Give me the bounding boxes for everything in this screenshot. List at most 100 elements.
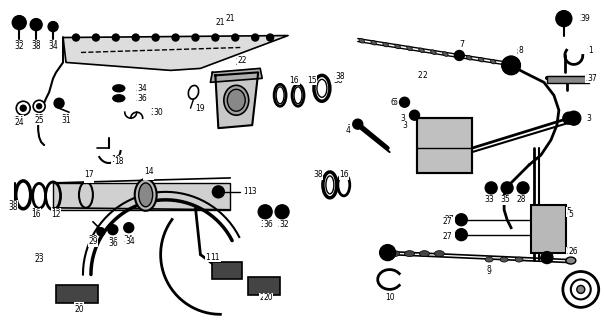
Circle shape [54,98,64,108]
Circle shape [212,34,219,41]
Text: 36: 36 [263,220,273,229]
Ellipse shape [420,251,429,257]
Circle shape [410,110,420,120]
Text: 19: 19 [196,104,205,113]
Text: 38: 38 [31,40,41,49]
Circle shape [132,34,139,41]
Text: 16: 16 [31,210,41,219]
Circle shape [48,22,58,32]
Bar [56,285,98,303]
Circle shape [124,223,133,233]
Circle shape [501,182,513,194]
Text: 9: 9 [487,267,492,276]
Text: 28: 28 [516,195,526,204]
Text: 16: 16 [339,171,349,180]
Text: 3: 3 [400,114,405,123]
Circle shape [152,34,159,41]
Text: 24: 24 [14,118,24,127]
Text: 33: 33 [484,195,494,204]
Text: 27: 27 [445,233,454,242]
Text: 35: 35 [500,195,510,204]
Bar [547,76,589,83]
Text: 32: 32 [277,220,287,229]
Circle shape [92,34,100,41]
Polygon shape [63,36,288,70]
Ellipse shape [406,46,413,51]
Circle shape [37,104,42,109]
Text: 3: 3 [586,114,591,123]
Circle shape [30,19,42,31]
Text: 10: 10 [385,293,394,302]
Text: 35: 35 [500,195,510,204]
Circle shape [455,214,467,226]
Text: 36: 36 [138,94,147,103]
Text: 30: 30 [154,108,164,117]
Text: 23: 23 [34,253,44,262]
Ellipse shape [227,89,245,111]
Circle shape [353,119,363,129]
Circle shape [213,186,224,198]
Text: 32: 32 [14,40,24,49]
Text: 26: 26 [568,247,577,256]
Text: 27: 27 [443,232,452,241]
Circle shape [112,34,120,41]
Text: 38: 38 [8,203,18,212]
Text: 39: 39 [581,14,591,23]
Text: 31: 31 [61,114,71,123]
Text: 34: 34 [136,84,146,93]
Text: 1: 1 [588,46,593,55]
Ellipse shape [515,257,523,262]
Text: 9: 9 [487,265,492,274]
Text: 5: 5 [568,210,573,219]
Circle shape [400,97,410,107]
Text: 20: 20 [74,303,84,312]
Ellipse shape [419,48,424,52]
Ellipse shape [431,50,436,54]
Circle shape [72,34,80,41]
Text: 3: 3 [402,121,407,130]
Ellipse shape [500,257,508,262]
Ellipse shape [359,38,364,43]
Circle shape [380,244,396,260]
Text: 8: 8 [519,46,524,55]
Circle shape [504,59,514,68]
Polygon shape [216,72,258,128]
Text: 18: 18 [114,157,124,166]
Circle shape [541,252,553,264]
Bar [417,118,472,173]
Circle shape [12,16,26,29]
Circle shape [502,56,520,74]
Text: 34: 34 [48,40,58,49]
Circle shape [33,100,45,112]
Circle shape [556,11,572,27]
Text: 34: 34 [48,42,58,51]
Bar [53,183,230,210]
Text: 5: 5 [567,207,571,216]
Text: 36: 36 [108,237,118,246]
Text: 34: 34 [124,235,133,244]
Text: 13: 13 [243,188,253,196]
Text: 39: 39 [580,14,590,23]
Text: 15: 15 [305,76,315,85]
Text: 38: 38 [333,76,342,85]
Circle shape [577,285,585,293]
Circle shape [502,56,520,74]
Text: 29: 29 [88,235,98,244]
Circle shape [108,225,118,235]
Ellipse shape [443,52,448,56]
Text: 7: 7 [459,40,464,49]
Ellipse shape [224,85,249,115]
Text: 6: 6 [390,98,395,107]
Circle shape [258,205,272,219]
Ellipse shape [113,85,125,92]
Ellipse shape [455,54,460,58]
Circle shape [454,51,464,60]
Text: 3: 3 [586,114,591,123]
Text: 6: 6 [392,98,397,107]
Circle shape [252,34,259,41]
Text: 22: 22 [237,56,247,65]
Text: 25: 25 [34,116,44,125]
Circle shape [563,112,575,124]
Ellipse shape [383,42,388,47]
Text: 33: 33 [484,195,494,204]
